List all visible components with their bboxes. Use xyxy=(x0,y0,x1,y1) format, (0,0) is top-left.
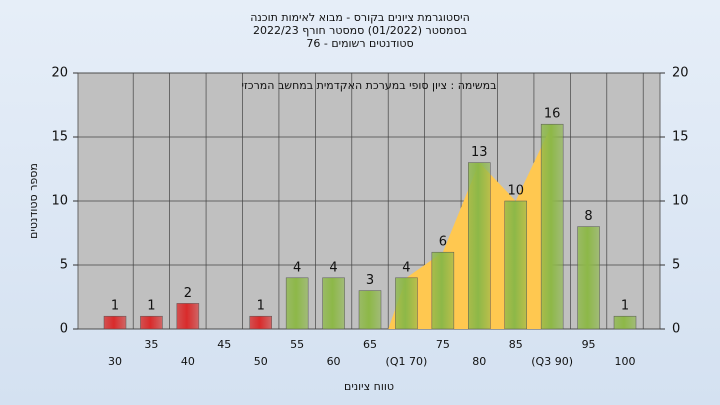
y-tick-label: 0 xyxy=(60,322,68,337)
value-label: 4 xyxy=(329,260,337,275)
bar xyxy=(395,277,418,330)
y-tick-label: 20 xyxy=(51,66,68,81)
bar xyxy=(249,315,272,330)
value-label: 4 xyxy=(293,260,301,275)
x-tick-label: 30 xyxy=(108,355,122,368)
x-tick-label: (Q1 70) xyxy=(386,355,428,368)
bar xyxy=(358,290,382,330)
bar xyxy=(285,277,309,330)
y2-tick-label: 15 xyxy=(672,130,689,145)
y2-tick-label: 20 xyxy=(672,66,689,81)
y2-tick-label: 10 xyxy=(672,194,689,209)
value-label: 4 xyxy=(402,260,410,275)
y2-tick-label: 0 xyxy=(672,322,680,337)
x-axis-label: טווח ציונים xyxy=(344,380,394,393)
value-label: 10 xyxy=(507,184,524,199)
bar xyxy=(322,277,345,330)
x-tick-label: 75 xyxy=(436,338,450,351)
value-label: 8 xyxy=(584,209,592,224)
y-tick-label: 5 xyxy=(60,258,68,273)
value-label: 1 xyxy=(111,299,119,314)
x-tick-label: 60 xyxy=(327,355,341,368)
value-label: 3 xyxy=(366,273,374,288)
value-label: 2 xyxy=(184,286,192,301)
y-axis-label: מספר סטודנטים xyxy=(27,163,40,239)
bar xyxy=(468,162,491,330)
x-tick-label: 40 xyxy=(181,355,195,368)
x-tick-label: 45 xyxy=(217,338,231,351)
bar xyxy=(540,123,564,330)
bar xyxy=(504,200,527,330)
annotation: במשימה : ציון סופי במערכת האקדמית במחשב … xyxy=(242,79,497,92)
x-tick-label: 95 xyxy=(582,338,596,351)
x-tick-label: 100 xyxy=(615,355,636,368)
title-line: סטודנטים רשומים - 76 xyxy=(306,37,413,50)
value-label: 1 xyxy=(621,299,629,314)
x-tick-label: 35 xyxy=(144,338,158,351)
x-tick-label: 55 xyxy=(290,338,304,351)
bar xyxy=(140,315,163,330)
x-tick-label: 50 xyxy=(254,355,268,368)
x-tick-label: 65 xyxy=(363,338,377,351)
value-label: 1 xyxy=(147,299,155,314)
value-label: 16 xyxy=(544,107,561,122)
y-tick-label: 15 xyxy=(51,130,68,145)
value-label: 1 xyxy=(257,299,265,314)
x-tick-label: 85 xyxy=(509,338,523,351)
x-tick-label: 80 xyxy=(472,355,486,368)
title-line: היסטוגרמת ציונים בקורס - מבוא לאימות תוכ… xyxy=(250,11,470,24)
x-tick-label: (Q3 90) xyxy=(531,355,573,368)
bar xyxy=(176,303,200,330)
bar xyxy=(103,315,127,330)
y2-tick-label: 5 xyxy=(672,258,680,273)
title-line: בסמסטר (01/2022) סמסטר חורף 2022/23 xyxy=(253,24,467,37)
bar xyxy=(577,226,600,330)
value-label: 6 xyxy=(439,235,447,250)
y-tick-label: 10 xyxy=(51,194,68,209)
bar xyxy=(431,251,455,330)
value-label: 13 xyxy=(471,145,488,160)
bar xyxy=(613,315,637,330)
